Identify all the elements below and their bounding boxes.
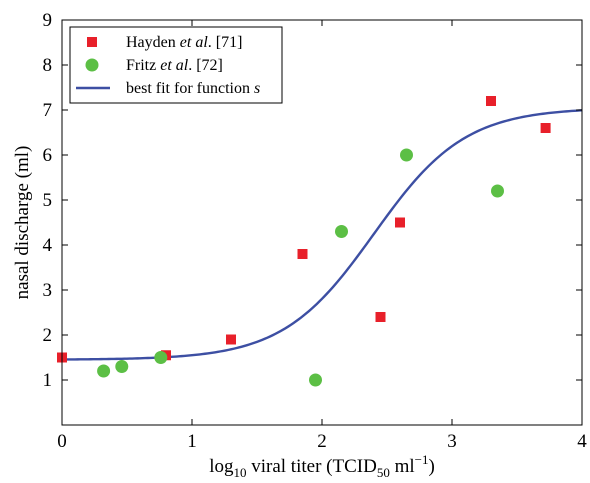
y-axis-label: nasal discharge (ml): [12, 146, 33, 300]
y-tick-label: 4: [43, 235, 53, 256]
fit-curve-layer: [61, 109, 583, 361]
y-tick-label: 7: [43, 100, 53, 121]
hayden-point: [297, 249, 308, 259]
x-axis-label: log10 viral titer (TCID50 ml−1): [209, 452, 435, 480]
fritz-point: [309, 373, 322, 387]
hayden-point: [226, 334, 236, 345]
fritz-point: [115, 360, 129, 373]
legend-marker-circle: [85, 58, 99, 72]
y-tick-label: 5: [43, 190, 53, 211]
hayden-point: [540, 123, 551, 133]
fritz-point: [400, 148, 413, 162]
data-points: [57, 96, 551, 387]
legend-label: best fit for function s: [126, 80, 260, 97]
x-tick-label: 1: [187, 431, 197, 452]
x-tick-label: 0: [57, 431, 67, 452]
legend-label: Fritz et al. [72]: [126, 57, 223, 74]
x-tick-label: 4: [577, 431, 587, 452]
y-tick-label: 2: [43, 325, 53, 346]
y-tick-label: 8: [43, 55, 53, 76]
y-tick-label: 9: [43, 10, 53, 31]
legend-box: [69, 26, 283, 104]
fritz-point: [154, 351, 168, 364]
legend-label: Hayden et al. [71]: [126, 34, 242, 51]
fritz-point: [97, 364, 111, 378]
hayden-point: [375, 312, 386, 322]
legend-marker-square: [87, 37, 97, 47]
axes: 0 1 2 3 4 1 2 3 4 5 6 7 8 9 nasal discharge (ml) log10 …: [12, 10, 587, 480]
y-tick-label: 6: [43, 145, 53, 166]
y-tick-label: 1: [43, 370, 53, 391]
fritz-point: [491, 184, 504, 198]
x-tick-label: 3: [447, 431, 457, 452]
fit-curve: [61, 109, 583, 361]
x-tick-label: 2: [317, 431, 327, 452]
hayden-point: [395, 217, 405, 228]
fritz-point: [335, 225, 348, 238]
legend: Hayden et al. [71] Fritz et al. [72] best …: [69, 26, 283, 104]
hayden-point: [486, 96, 496, 106]
y-tick-label: 3: [43, 280, 53, 301]
